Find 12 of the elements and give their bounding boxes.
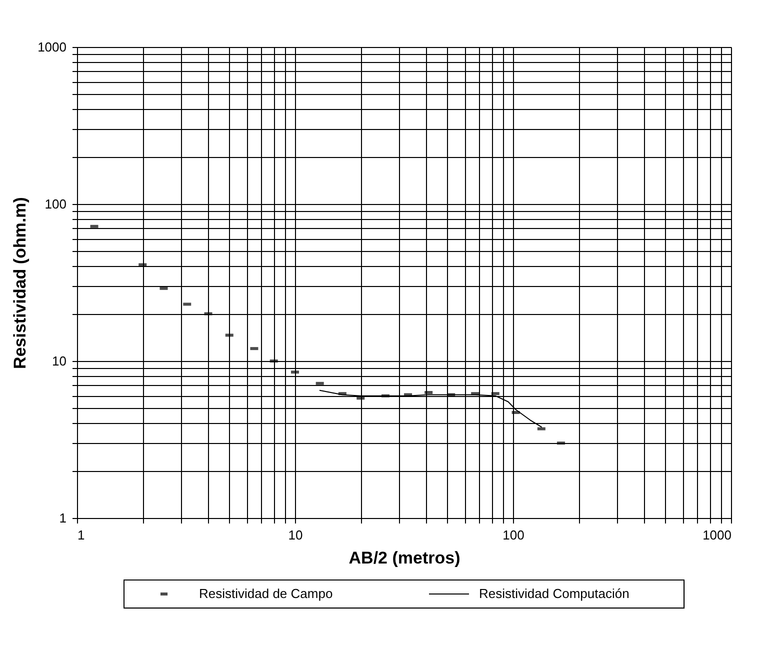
x-tick-label: 100 [502,528,524,542]
x-tick-label: 1 [78,528,85,542]
y-tick-label: 1000 [38,40,66,54]
x-tick-label: 1000 [702,528,732,542]
legend-label: Resistividad Computación [479,586,630,601]
x-tick-label: 10 [288,528,303,542]
y-axis-title: Resistividad (ohm.m) [10,197,30,369]
text: Resistividad de Campo [199,586,333,601]
x-axis-title: AB/2 (metros) [348,548,460,568]
y-tick-label: 10 [52,354,66,368]
y-tick-label: 1 [59,510,66,526]
y-tick-label: 100 [44,196,66,212]
